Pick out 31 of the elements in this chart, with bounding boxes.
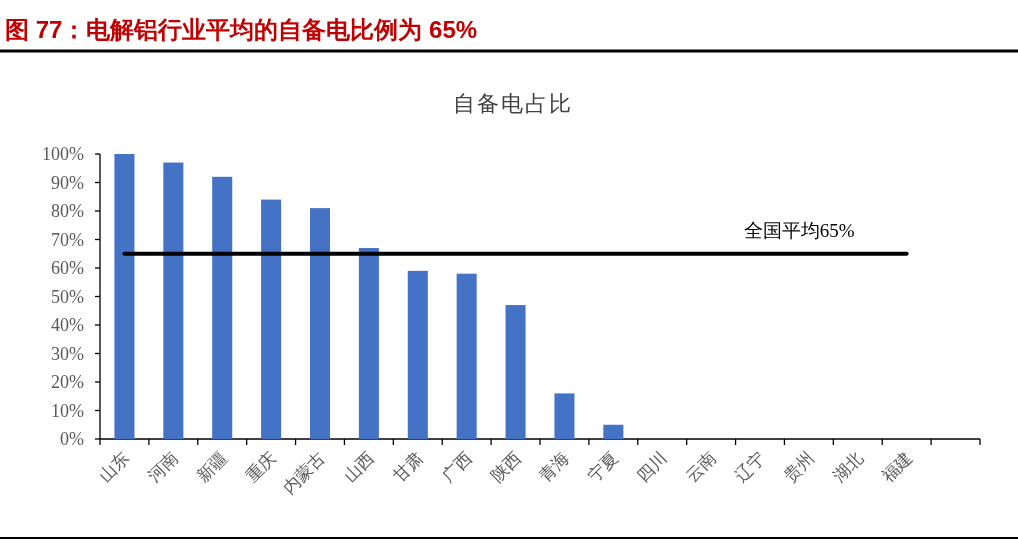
xtick: 山东 xyxy=(95,448,134,486)
xtick: 河南 xyxy=(144,448,183,486)
ytick: 10% xyxy=(51,400,84,421)
xtick: 福建 xyxy=(878,448,916,486)
title: 图 77：电解铝行业平均的自备电比例为 65% xyxy=(5,16,478,43)
ytick: 70% xyxy=(51,229,84,250)
xtick: 湖北 xyxy=(829,448,867,486)
xtick: 宁夏 xyxy=(584,448,623,486)
xtick: 重庆 xyxy=(242,448,280,486)
xtick: 山西 xyxy=(340,448,378,486)
xtick: 陕西 xyxy=(486,448,525,486)
ref-label: 全国平均65% xyxy=(743,219,855,241)
ytick: 0% xyxy=(60,429,84,449)
ytick: 50% xyxy=(51,286,84,307)
xtick: 甘肃 xyxy=(389,448,427,486)
subtitle: 自备电占比 xyxy=(453,91,573,116)
ytick: 20% xyxy=(51,372,84,392)
xtick: 新疆 xyxy=(193,448,232,486)
xtick: 广西 xyxy=(438,448,476,486)
ytick: 60% xyxy=(51,258,84,278)
xtick: 青海 xyxy=(535,448,574,486)
xtick: 四川 xyxy=(633,448,672,486)
ytick: 100% xyxy=(42,144,84,164)
xtick: 内蒙古 xyxy=(279,448,329,498)
xtick: 贵州 xyxy=(780,448,818,486)
ytick: 80% xyxy=(51,201,84,221)
xtick: 云南 xyxy=(682,448,720,486)
ytick: 90% xyxy=(51,172,84,193)
ytick: 40% xyxy=(51,315,84,335)
xtick: 辽宁 xyxy=(731,448,769,486)
ytick: 30% xyxy=(51,343,84,364)
